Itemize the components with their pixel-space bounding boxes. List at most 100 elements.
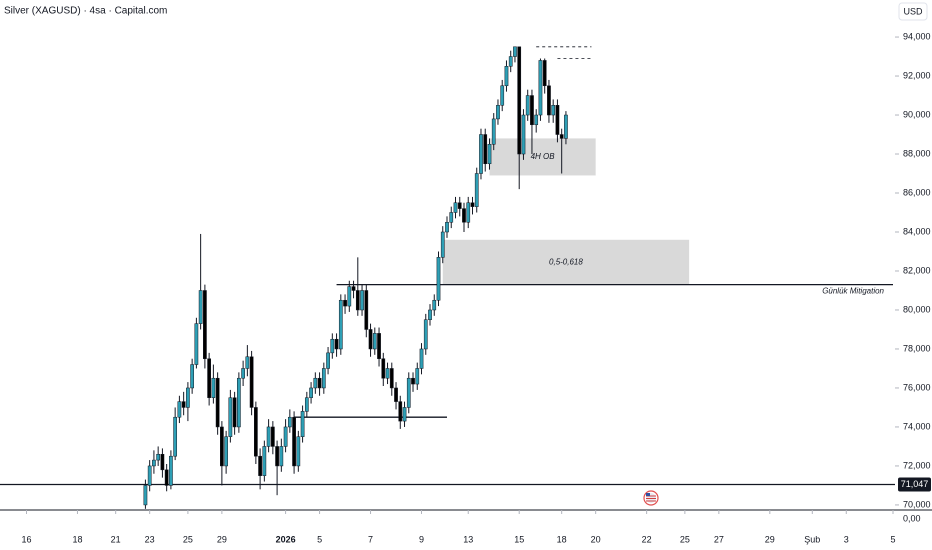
candle-body [262, 446, 267, 476]
candle-body [186, 387, 190, 408]
price-badge-label: 71,047 [901, 479, 929, 489]
candle-body [436, 257, 441, 301]
candle-body [334, 338, 339, 350]
candle-body [496, 105, 500, 120]
zone [489, 138, 596, 176]
x-tick-label: Şub [804, 534, 820, 544]
candle-body [355, 290, 360, 311]
candle-body [360, 290, 364, 311]
y-tick-label: 90,000 [903, 109, 931, 119]
candle-body [211, 377, 216, 398]
candle-body [300, 411, 305, 437]
candle-body [415, 368, 420, 385]
candle-body [534, 114, 539, 126]
x-tick-label: 29 [765, 534, 775, 544]
candle-body [551, 105, 556, 116]
candle-body [330, 338, 335, 354]
candle-body [542, 60, 547, 87]
y-tick-label: 78,000 [903, 343, 931, 353]
candle-body [547, 85, 551, 116]
candle-body [338, 299, 343, 350]
candle-body [190, 364, 194, 389]
candle-body [513, 46, 517, 57]
candle-body [292, 416, 296, 467]
candle-body [564, 114, 568, 139]
candle-body [402, 407, 407, 422]
candle-body [394, 387, 398, 402]
candle-body [245, 356, 250, 369]
x-tick-label: 3 [844, 534, 849, 544]
candle-body [143, 485, 148, 506]
y-tick-label: 88,000 [903, 148, 931, 158]
plot-area: 70,000 72,000 74,000 76,000 78,000 80,000 82,0… [0, 31, 931, 544]
candle-body [198, 290, 203, 324]
candle-body [508, 56, 513, 67]
candle-body [479, 134, 483, 174]
candle-body [313, 377, 318, 389]
currency-box[interactable] [898, 2, 928, 21]
candle-body [304, 397, 309, 412]
x-tick-label: 5 [317, 534, 322, 544]
candle-body [428, 309, 432, 320]
zone-label: 0,5-0,618 [549, 257, 583, 266]
x-tick-label: 15 [514, 534, 524, 544]
candle-body [381, 358, 386, 379]
candle-body [491, 118, 496, 145]
candle-body [517, 46, 522, 155]
candle-body [275, 446, 279, 467]
candle-body [317, 377, 322, 389]
zone-label: 4H OB [531, 152, 556, 161]
bottom-label: 0,00 [903, 513, 921, 523]
zone [442, 239, 690, 285]
x-tick-label: 9 [419, 534, 424, 544]
candle-body [432, 299, 437, 311]
candle-body [406, 377, 411, 408]
y-tick-label: 74,000 [903, 421, 931, 431]
candle-body [228, 397, 233, 437]
candle-body [207, 358, 211, 398]
candle-body [309, 387, 313, 398]
candle-body [347, 286, 352, 307]
candle-body [254, 407, 258, 457]
candle-body [470, 202, 475, 207]
candle-body [538, 60, 543, 116]
x-tick-label: 25 [183, 534, 193, 544]
y-tick-label: 92,000 [903, 70, 931, 80]
y-tick-label: 76,000 [903, 382, 931, 392]
candle-body [279, 446, 284, 467]
price-badge [898, 477, 931, 492]
y-tick-label: 86,000 [903, 187, 931, 197]
candle-body [203, 290, 207, 359]
event-flag[interactable] [643, 490, 659, 506]
candle-body [377, 333, 381, 359]
candle-body [449, 212, 454, 223]
x-tick-label: 13 [463, 534, 473, 544]
candle-body [237, 377, 241, 428]
candle-body [270, 426, 275, 447]
x-tick-label: 27 [714, 534, 724, 544]
currency: USD [903, 6, 923, 16]
candle-body [249, 356, 254, 408]
x-tick-label: 21 [111, 534, 121, 544]
candle-body [483, 134, 488, 165]
candle-body [321, 368, 326, 389]
y-tick-label: 94,000 [903, 31, 931, 41]
candle-body [364, 290, 369, 330]
candle-body [453, 202, 458, 213]
candle-body [372, 333, 377, 350]
candle-body [152, 459, 156, 467]
level-label: Günlük Mitigation [822, 287, 884, 296]
x-tick-label: 18 [72, 534, 82, 544]
candle-body [160, 453, 165, 471]
candle-body [423, 319, 428, 350]
candle-body [177, 401, 182, 418]
candle-body [351, 286, 356, 291]
x-tick-label: 25 [680, 534, 690, 544]
candle-body [220, 426, 224, 467]
candle-body [521, 114, 526, 155]
x-tick-label: 16 [21, 534, 31, 544]
x-tick-label: 7 [368, 534, 373, 544]
candle-body [181, 401, 186, 408]
candle-body [241, 368, 245, 379]
